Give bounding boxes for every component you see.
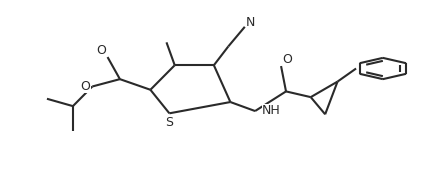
Text: O: O — [81, 80, 91, 93]
Text: NH: NH — [262, 104, 280, 117]
Text: O: O — [96, 44, 106, 57]
Text: S: S — [165, 116, 174, 129]
Text: N: N — [246, 16, 255, 29]
Text: O: O — [283, 53, 293, 66]
